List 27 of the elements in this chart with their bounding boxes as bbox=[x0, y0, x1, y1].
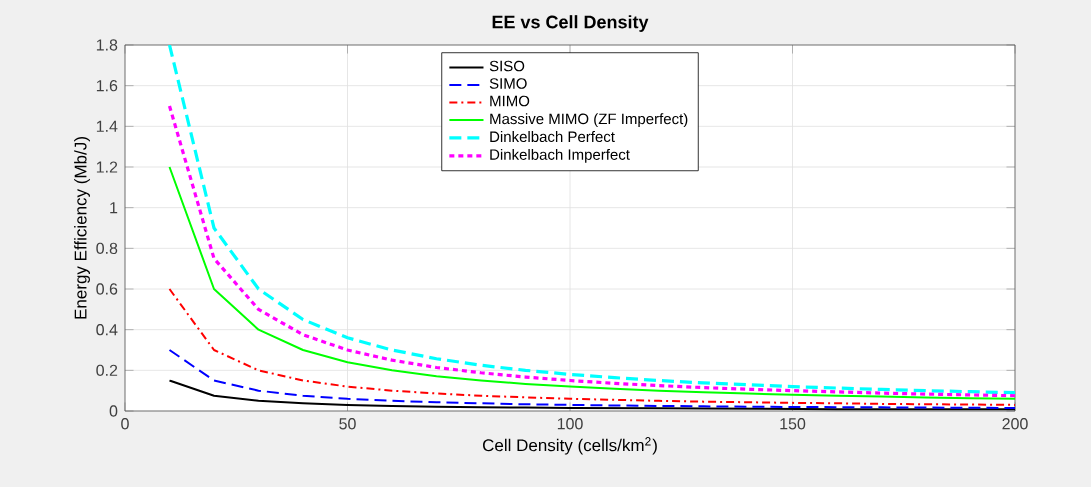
y-tick-label: 0 bbox=[109, 405, 118, 417]
x-axis-title: Cell Density (cells/km$^{2}$) bbox=[483, 437, 657, 455]
x-tick-label: 50 bbox=[339, 418, 356, 430]
legend-label: MIMO bbox=[490, 95, 530, 107]
line-series bbox=[168, 166, 1016, 400]
x-tick-label: 200 bbox=[1002, 418, 1028, 430]
legend-label: Dinkelbach Perfect bbox=[490, 131, 615, 143]
line-series bbox=[167, 45, 1016, 395]
y-tick-label: 0.6 bbox=[96, 283, 118, 295]
x-tick-label: 150 bbox=[780, 418, 806, 430]
y-axis-title: Energy Efficiency (Mb/J) bbox=[74, 137, 90, 319]
x-tick-label: 0 bbox=[121, 418, 129, 430]
y-tick-label: 1.6 bbox=[96, 80, 118, 92]
y-tick-label: 1.8 bbox=[96, 39, 118, 51]
legend-label: SISO bbox=[489, 60, 525, 72]
y-tick-label: 0.4 bbox=[96, 324, 118, 336]
y-tick-label: 0.2 bbox=[96, 364, 118, 376]
legend-label: SIMO bbox=[489, 78, 527, 89]
y-tick-label: 0.8 bbox=[96, 242, 118, 254]
legend-label: Dinkelbach Imperfect bbox=[490, 148, 630, 163]
y-tick-label: 1.4 bbox=[96, 120, 118, 132]
y-tick-label: 1.2 bbox=[96, 161, 118, 173]
legend-label: Massive MIMO (ZF Imperfect) bbox=[490, 113, 688, 128]
line-series bbox=[168, 288, 1016, 406]
x-tick-label: 100 bbox=[557, 418, 583, 430]
y-tick-label: 1 bbox=[110, 202, 118, 214]
chart-title: EE vs Cell Density bbox=[492, 15, 649, 32]
